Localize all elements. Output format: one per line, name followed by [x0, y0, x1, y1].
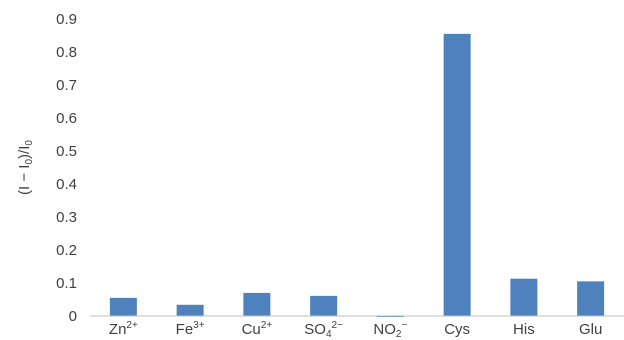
- x-tick-label: Cys: [444, 321, 470, 338]
- y-axis-title: (I − I0)/I0: [16, 140, 35, 195]
- y-tick-label: 0.2: [56, 242, 77, 259]
- x-tick-label-base: NO: [373, 321, 396, 338]
- y-tick-label: 0.1: [56, 275, 77, 292]
- y-axis-title-subscript: 0: [24, 159, 35, 165]
- y-axis-label: (I − I0)/I0: [16, 140, 35, 195]
- y-tick-label: 0.6: [56, 110, 77, 127]
- x-tick-label-base: His: [513, 321, 535, 338]
- x-tick-label-base: Zn: [109, 321, 127, 338]
- y-axis-title-main: (I − I: [16, 165, 33, 195]
- y-tick-label: 0.7: [56, 77, 77, 94]
- x-tick-label-subscript: 4: [326, 329, 332, 340]
- x-tick-label-base: Cu: [242, 321, 261, 338]
- bar: [243, 292, 271, 316]
- bar: [510, 278, 538, 316]
- x-tick-label-base: Glu: [579, 321, 602, 338]
- x-tick-label-superscript: 2+: [126, 320, 138, 331]
- bars: [109, 33, 605, 317]
- x-tick-label: Glu: [579, 321, 602, 338]
- y-tick-label: 0.9: [56, 11, 77, 28]
- x-tick-label: NO2−: [373, 320, 407, 340]
- x-tick-label: Fe3+: [176, 320, 205, 338]
- x-tick-label-base: SO: [304, 321, 326, 338]
- x-tick-label: Cu2+: [242, 320, 273, 338]
- bar: [109, 297, 137, 316]
- x-tick-label-superscript: 2+: [261, 320, 273, 331]
- x-tick-label: SO42−: [304, 320, 343, 340]
- bar: [176, 304, 204, 316]
- y-tick-label: 0.5: [56, 143, 77, 160]
- y-tick-label: 0: [69, 308, 77, 325]
- bar: [577, 281, 605, 316]
- y-axis-title-subscript: 0: [24, 140, 35, 146]
- x-tick-label-subscript: 2: [396, 329, 402, 340]
- bar: [310, 295, 338, 316]
- x-tick-label-superscript: 2−: [332, 320, 344, 331]
- bar: [443, 33, 471, 316]
- y-axis-title-main: )/I: [16, 146, 33, 159]
- x-tick-label-base: Cys: [444, 321, 470, 338]
- x-tick-label: His: [513, 321, 535, 338]
- y-tick-label: 0.4: [56, 176, 77, 193]
- x-tick-label-superscript: 3+: [193, 320, 205, 331]
- x-tick-label-base: Fe: [176, 321, 194, 338]
- x-tick-label-superscript: −: [401, 320, 407, 331]
- y-tick-label: 0.3: [56, 209, 77, 226]
- y-axis-ticks: 0 0.1 0.2 0.3 0.4 0.5 0.6 0.7 0.8 0.9: [56, 11, 77, 325]
- x-axis-ticks: Zn2+ Fe3+ Cu2+ SO42− NO2− Cys His Glu: [109, 320, 602, 340]
- x-tick-label: Zn2+: [109, 320, 138, 338]
- y-tick-label: 0.8: [56, 44, 77, 61]
